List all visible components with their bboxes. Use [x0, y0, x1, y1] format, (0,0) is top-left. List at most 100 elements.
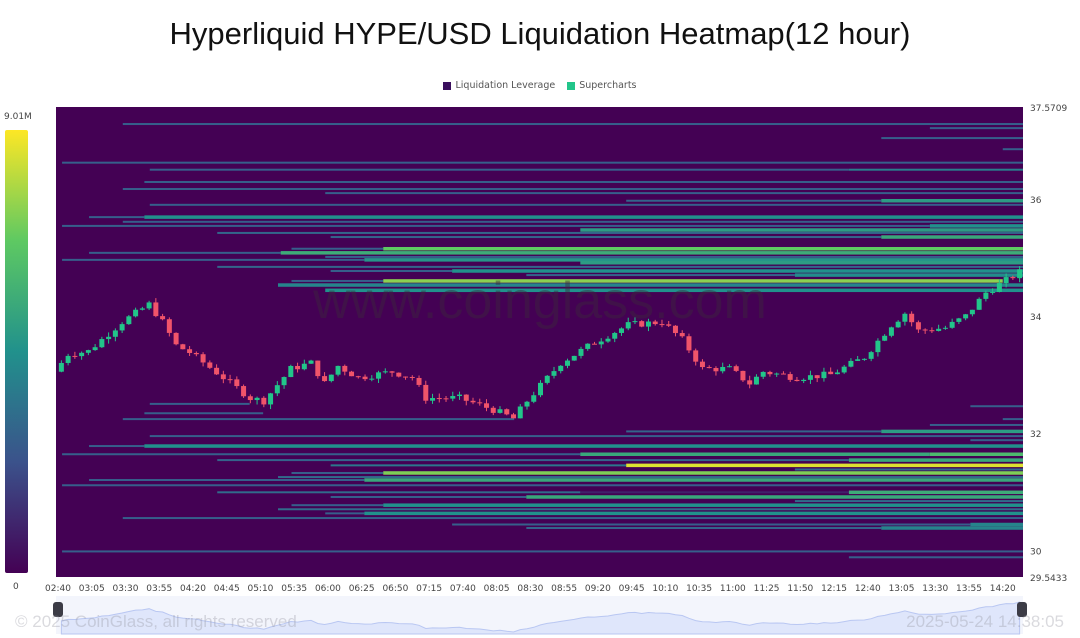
candle-body: [564, 360, 570, 366]
candle-body: [686, 336, 692, 351]
navigator-handle[interactable]: [53, 602, 63, 617]
candle-body: [112, 330, 118, 337]
candle-body: [328, 374, 334, 382]
liquidation-level: [1002, 418, 1023, 421]
candle-body: [942, 327, 948, 329]
candle-body: [126, 316, 132, 325]
candle-body: [200, 354, 206, 363]
liquidation-level: [325, 288, 1023, 293]
candle-body: [322, 376, 328, 382]
candle-body: [841, 366, 847, 373]
candle-body: [747, 380, 753, 385]
candle-body: [767, 371, 773, 375]
liquidation-level: [383, 279, 1003, 283]
candle-body: [382, 371, 388, 373]
legend-item-supercharts[interactable]: Supercharts: [567, 80, 637, 91]
candle-body: [362, 376, 368, 380]
liquidation-level: [452, 269, 1023, 273]
candle-body: [956, 318, 962, 322]
liquidation-level: [794, 273, 1023, 277]
candle-body: [166, 319, 172, 333]
x-tick-label: 03:05: [79, 584, 105, 594]
x-tick-label: 11:50: [787, 584, 813, 594]
liquidation-level: [881, 429, 1023, 434]
liquidation-levels: [62, 123, 1024, 559]
navigator-handle[interactable]: [1017, 602, 1027, 617]
candle-body: [173, 332, 179, 345]
liquidation-level: [626, 199, 882, 202]
candle-body: [672, 325, 678, 334]
liquidation-level: [62, 258, 365, 261]
candle-body: [295, 365, 301, 370]
liquidation-level: [848, 556, 1023, 559]
liquidation-level: [89, 251, 281, 254]
legend-label: Liquidation Leverage: [455, 80, 556, 91]
liquidation-level: [217, 459, 849, 462]
navigator[interactable]: [53, 596, 1027, 635]
candle-body: [780, 373, 786, 375]
candle-body: [268, 393, 274, 405]
candle-body: [85, 350, 91, 353]
candle-body: [726, 366, 732, 368]
candle-body: [376, 372, 382, 379]
liquidation-level: [62, 161, 1023, 164]
candle-body: [929, 330, 935, 332]
candle-body: [99, 339, 105, 348]
candle-body: [902, 313, 908, 322]
candle-body: [625, 322, 631, 329]
candle-body: [632, 321, 638, 323]
candle-body: [922, 329, 928, 331]
liquidation-level: [848, 490, 1023, 495]
x-tick-label: 12:15: [821, 584, 847, 594]
candle-body: [659, 324, 665, 326]
candle-body: [855, 359, 861, 361]
candle-body: [558, 365, 564, 372]
x-tick-label: 04:45: [214, 584, 240, 594]
candle-body: [416, 377, 422, 385]
liquidation-level: [62, 224, 930, 227]
candle-body: [133, 309, 139, 317]
liquidation-level: [626, 463, 1023, 468]
liquidation-level: [122, 123, 1024, 126]
candle-body: [470, 400, 476, 403]
candle-body: [679, 333, 685, 337]
candle-body: [315, 360, 321, 377]
candle-body: [551, 371, 557, 376]
liquidation-level: [291, 247, 384, 250]
liquidation-level: [330, 236, 882, 239]
liquidation-level: [383, 246, 1023, 251]
candle-body: [618, 328, 624, 333]
legend-label: Supercharts: [579, 80, 637, 91]
liquidation-level: [929, 127, 1023, 130]
candle-body: [720, 366, 726, 372]
candle-body: [936, 328, 942, 331]
liquidation-level: [325, 255, 1023, 258]
candle-body: [180, 344, 186, 350]
candle-body: [65, 355, 71, 363]
x-tick-label: 11:25: [754, 584, 780, 594]
liquidation-level: [794, 468, 1023, 471]
candle-body: [990, 291, 996, 293]
liquidation-level: [144, 180, 1023, 183]
liquidation-level: [280, 251, 1023, 255]
candle-body: [153, 302, 159, 317]
candle-body: [915, 322, 921, 330]
colorbar-max-label: 9.01M: [4, 112, 32, 122]
x-tick-label: 06:25: [349, 584, 375, 594]
colorbar-min-label: 0: [13, 582, 19, 592]
liquidation-level: [929, 452, 1023, 456]
candle-body: [58, 362, 64, 372]
copyright-text: © 2025 CoinGlass, all rights reserved: [15, 612, 297, 631]
candle-body: [571, 355, 577, 361]
candle-body: [753, 376, 759, 385]
liquidation-level: [848, 458, 1023, 462]
liquidation-level: [149, 402, 250, 405]
candle-body: [713, 367, 719, 372]
candle-body: [389, 371, 395, 373]
x-tick-label: 14:20: [990, 584, 1016, 594]
legend-item-liquidation-leverage[interactable]: Liquidation Leverage: [443, 80, 555, 91]
candle-body: [598, 341, 604, 345]
candle-body: [281, 377, 287, 386]
y-tick-label: 32: [1030, 430, 1041, 440]
